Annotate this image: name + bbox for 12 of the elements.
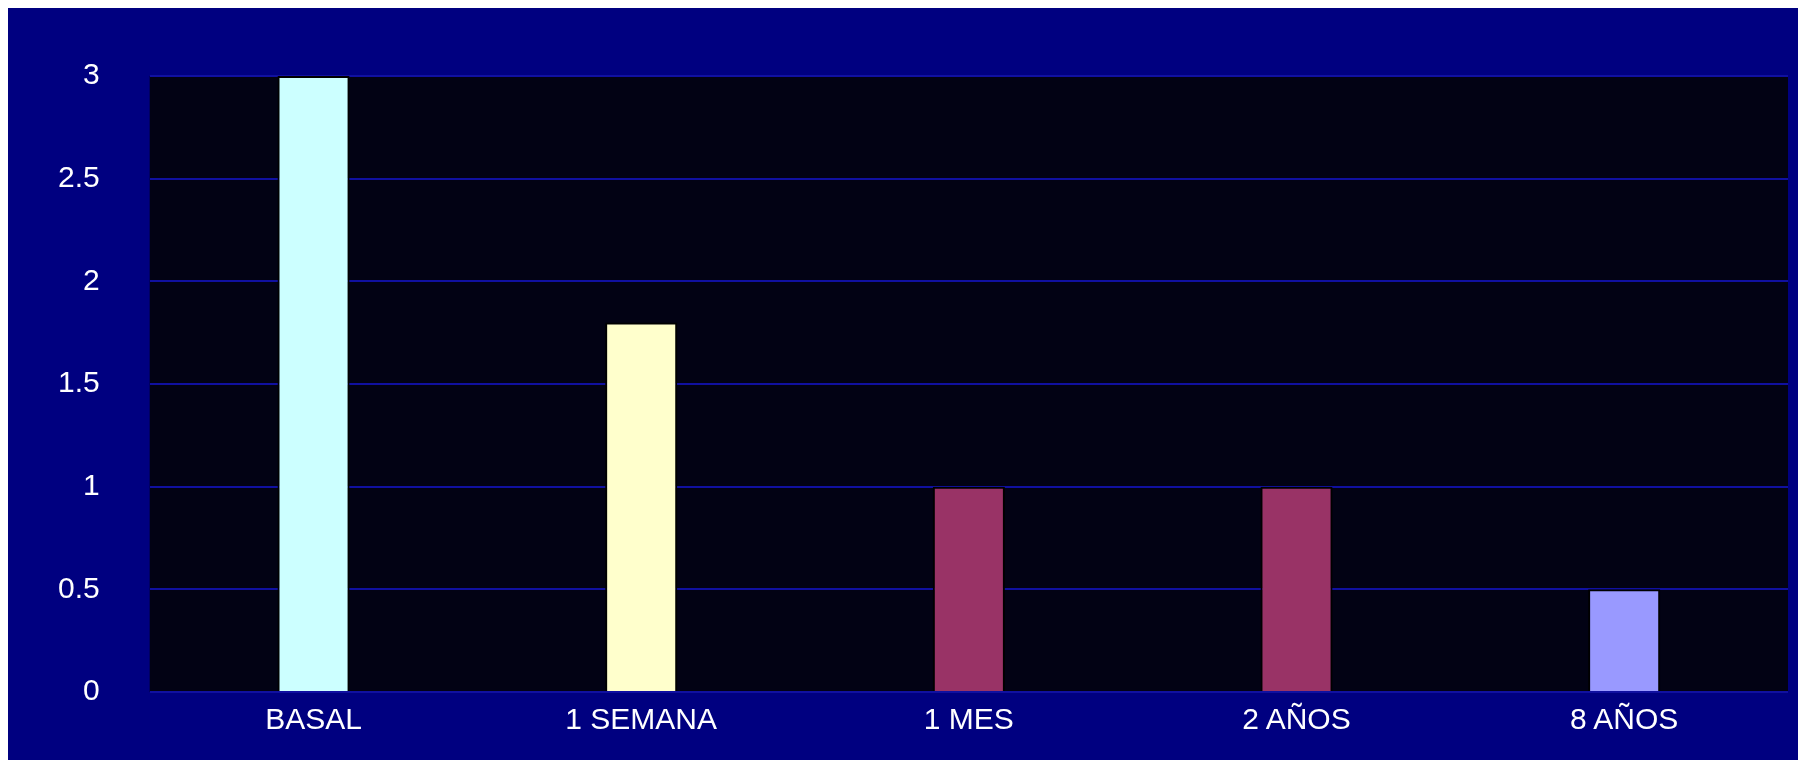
y-tick-label: 1 xyxy=(83,467,100,501)
y-tick-label: 1.5 xyxy=(57,365,100,399)
x-tick-label: 2 AÑOS xyxy=(1242,702,1351,736)
x-tick-label: 1 SEMANA xyxy=(565,702,718,736)
y-tick-label: 0.5 xyxy=(57,570,100,604)
y-tick-label: 3 xyxy=(83,57,100,91)
y-tick-label: 2 xyxy=(83,262,100,296)
x-tick-label: 1 MES xyxy=(923,702,1014,736)
y-tick-label: 2.5 xyxy=(57,159,100,193)
y-tick-label: 0 xyxy=(83,673,100,707)
x-tick-label: 8 AÑOS xyxy=(1569,702,1679,736)
x-tick-label: BASAL xyxy=(265,702,362,736)
